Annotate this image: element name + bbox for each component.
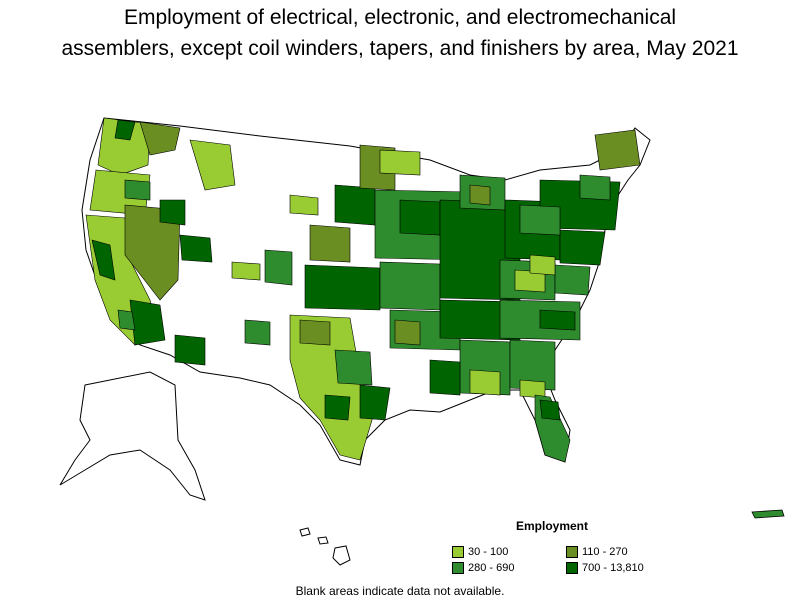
legend-swatch [566,546,578,558]
alaska-outline [59,371,206,501]
colored-areas [85,117,641,463]
hawaii-outline [299,527,351,566]
legend-swatch [452,562,464,574]
legend-label: 700 - 13,810 [582,562,644,574]
legend-label: 110 - 270 [582,546,628,558]
legend-swatch [452,546,464,558]
legend-item-110-270: 110 - 270 [566,546,628,558]
legend-item-700-13810: 700 - 13,810 [566,562,644,574]
legend-item-30-100: 30 - 100 [452,546,508,558]
map-title: Employment of electrical, electronic, an… [0,2,800,64]
blank-areas-note: Blank areas indicate data not available. [295,584,505,598]
title-line-1: Employment of electrical, electronic, an… [123,6,677,29]
legend-label: 30 - 100 [468,546,509,558]
legend-title: Employment [516,519,589,533]
legend-item-280-690: 280 - 690 [452,562,514,574]
puerto-rico [751,509,785,519]
title-line-2: assemblers, except coil winders, tapers,… [61,37,739,60]
legend-swatch [566,562,578,574]
legend-label: 280 - 690 [468,562,515,574]
